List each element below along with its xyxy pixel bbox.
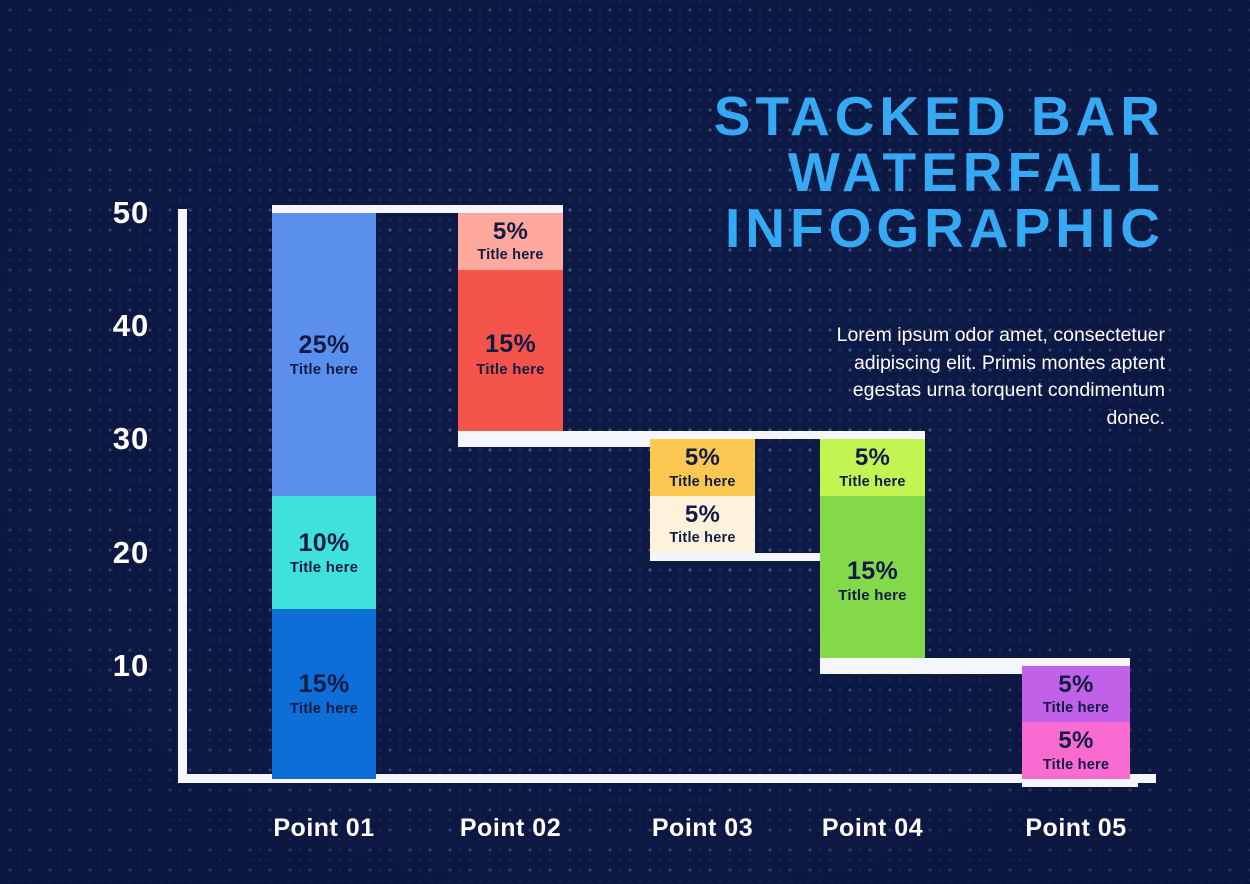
connector-bottom-3 [650, 552, 925, 561]
segment-caption: Title here [477, 247, 544, 264]
segment-value-label: 15% [298, 670, 350, 699]
connector-top-2 [272, 205, 563, 213]
y-axis-tick-10: 10 [112, 647, 150, 683]
y-axis-tick-40: 40 [112, 308, 150, 344]
bar-segment-3-2[interactable]: 5% Title here [650, 495, 755, 553]
bar-segment-5-1[interactable]: 5% Title here [1022, 665, 1130, 723]
bar-column-5[interactable]: 5% Title here 5% Title here [1022, 665, 1130, 779]
segment-caption: Title here [289, 360, 359, 378]
y-axis-line [178, 209, 187, 779]
segment-caption: Title here [289, 558, 359, 576]
segment-caption: Title here [669, 530, 736, 547]
x-axis-line [178, 774, 1156, 783]
x-axis-label-1: Point 01 [273, 814, 375, 842]
x-axis-label-3: Point 03 [651, 814, 754, 842]
segment-value-label: 5% [1058, 670, 1094, 698]
bar-column-4[interactable]: 5% Title here 15% Title here [820, 439, 925, 666]
bar-segment-3-1[interactable]: 5% Title here [650, 439, 755, 496]
x-axis-label-5: Point 05 [1025, 814, 1127, 842]
segment-caption: Title here [1042, 756, 1110, 773]
segment-value-label: 25% [298, 330, 350, 359]
bar-column-2[interactable]: 5% Title here 15% Title here [458, 213, 563, 440]
segment-value-label: 5% [684, 501, 721, 529]
segment-value-label: 5% [492, 218, 529, 246]
y-axis-tick-20: 20 [112, 534, 150, 570]
title-line-2: WATERFALL [788, 141, 1165, 204]
segment-value-label: 5% [684, 444, 721, 472]
segment-caption: Title here [669, 473, 736, 490]
segment-caption: Title here [476, 360, 545, 378]
segment-value-label: 10% [298, 528, 350, 557]
segment-value-label: 15% [485, 330, 536, 359]
bar-segment-2-2[interactable]: 15% Title here [458, 269, 563, 440]
page-title: STACKED BAR WATERFALL INFOGRAPHIC [620, 88, 1165, 256]
connector-bottom-5 [1022, 779, 1138, 787]
segment-value-label: 5% [854, 444, 891, 472]
bar-segment-4-1[interactable]: 5% Title here [820, 439, 925, 496]
connector-top-3 [458, 431, 755, 440]
y-axis-tick-50: 50 [112, 195, 150, 230]
x-axis-label-2: Point 02 [459, 814, 562, 842]
segment-value-label: 5% [1058, 727, 1094, 755]
connector-top-4 [650, 431, 925, 440]
segment-caption: Title here [839, 473, 906, 490]
bar-segment-1-3[interactable]: 15% Title here [272, 609, 376, 779]
connector-bottom-4 [820, 665, 1130, 674]
bar-segment-1-2[interactable]: 10% Title here [272, 496, 376, 610]
segment-caption: Title here [838, 587, 907, 605]
bar-segment-5-2[interactable]: 5% Title here [1022, 722, 1130, 779]
segment-value-label: 15% [847, 556, 898, 585]
segment-caption: Title here [1042, 700, 1110, 717]
x-axis-label-4: Point 04 [821, 814, 924, 842]
connector-top-5 [820, 657, 1130, 666]
connector-bottom-2 [458, 439, 755, 448]
bar-segment-4-2[interactable]: 15% Title here [820, 495, 925, 666]
title-line-1: STACKED BAR [713, 85, 1165, 147]
segment-caption: Title here [289, 700, 359, 718]
bar-segment-2-1[interactable]: 5% Title here [458, 213, 563, 270]
bar-segment-1-1[interactable]: 25% Title here [272, 213, 376, 496]
bar-column-3[interactable]: 5% Title here 5% Title here [650, 439, 755, 553]
title-line-3: INFOGRAPHIC [725, 197, 1165, 260]
description-text: Lorem ipsum odor amet, consectetuer adip… [836, 324, 1165, 430]
bar-column-1[interactable]: 25% Title here 10% Title here 15% Title here [272, 213, 376, 779]
y-axis-tick-30: 30 [112, 421, 150, 457]
